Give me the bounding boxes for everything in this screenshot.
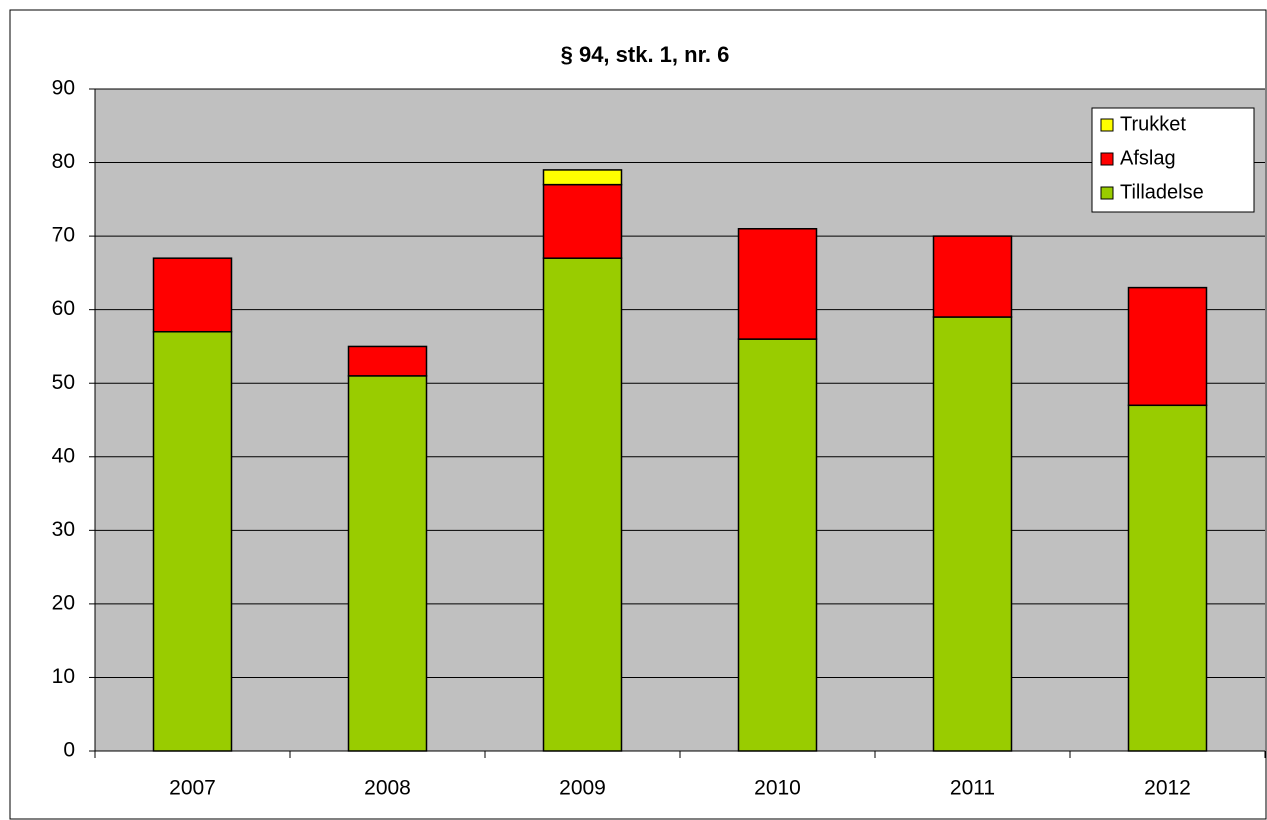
- bar-segment: [932, 235, 1013, 318]
- bar-segment: [542, 257, 623, 752]
- legend-box: [1091, 107, 1255, 213]
- bar-segment: [932, 316, 1013, 752]
- y-tick-label: 50: [52, 371, 75, 394]
- plot-area: [95, 89, 1265, 751]
- bar-segment: [737, 338, 818, 752]
- legend-swatch: [1100, 186, 1114, 200]
- y-tick-label: 10: [52, 665, 75, 688]
- bar-segment: [347, 345, 428, 377]
- legend-swatch: [1100, 152, 1114, 166]
- x-tick-label: 2012: [1144, 777, 1191, 800]
- y-tick-label: 70: [52, 224, 75, 247]
- x-tick-label: 2010: [754, 777, 801, 800]
- y-tick-label: 60: [52, 297, 75, 320]
- y-tick-label: 90: [52, 77, 75, 100]
- bar-segment: [737, 228, 818, 340]
- bar-segment: [152, 330, 233, 752]
- legend-label: Afslag: [1120, 147, 1176, 169]
- x-tick-label: 2007: [169, 777, 216, 800]
- y-tick-label: 40: [52, 444, 75, 467]
- y-tick-label: 80: [52, 150, 75, 173]
- chart-title: § 94, stk. 1, nr. 6: [561, 42, 730, 67]
- legend-swatch: [1100, 118, 1114, 132]
- y-tick-label: 20: [52, 591, 75, 614]
- bar-segment: [347, 375, 428, 752]
- legend-label: Tilladelse: [1120, 181, 1204, 203]
- x-tick-label: 2011: [950, 777, 995, 800]
- x-tick-label: 2008: [364, 777, 411, 800]
- y-tick-label: 30: [52, 518, 75, 541]
- bar-segment: [1127, 286, 1208, 407]
- bar-segment: [542, 183, 623, 259]
- bar-segment: [1127, 404, 1208, 752]
- y-tick-label: 0: [63, 739, 75, 762]
- bar-segment: [152, 257, 233, 333]
- bar-segment: [542, 169, 623, 186]
- legend-label: Trukket: [1120, 113, 1186, 135]
- x-tick-label: 2009: [559, 777, 606, 800]
